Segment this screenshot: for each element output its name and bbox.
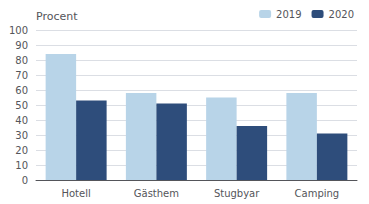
svg-text:Procent: Procent [36, 10, 78, 23]
svg-text:100: 100 [9, 25, 28, 36]
svg-text:0: 0 [22, 175, 28, 186]
svg-text:70: 70 [15, 70, 28, 81]
svg-text:Gästhem: Gästhem [134, 188, 179, 199]
svg-text:40: 40 [15, 115, 28, 126]
svg-text:2019: 2019 [276, 9, 301, 20]
svg-text:50: 50 [15, 100, 28, 111]
svg-text:Stugbyar: Stugbyar [214, 188, 260, 199]
svg-text:20: 20 [15, 145, 28, 156]
svg-text:30: 30 [15, 130, 28, 141]
svg-text:Camping: Camping [295, 188, 340, 199]
svg-text:90: 90 [15, 40, 28, 51]
svg-text:2020: 2020 [329, 9, 354, 20]
svg-text:Hotell: Hotell [61, 188, 90, 199]
svg-text:10: 10 [15, 160, 28, 171]
svg-text:80: 80 [15, 55, 28, 66]
svg-text:60: 60 [15, 85, 28, 96]
